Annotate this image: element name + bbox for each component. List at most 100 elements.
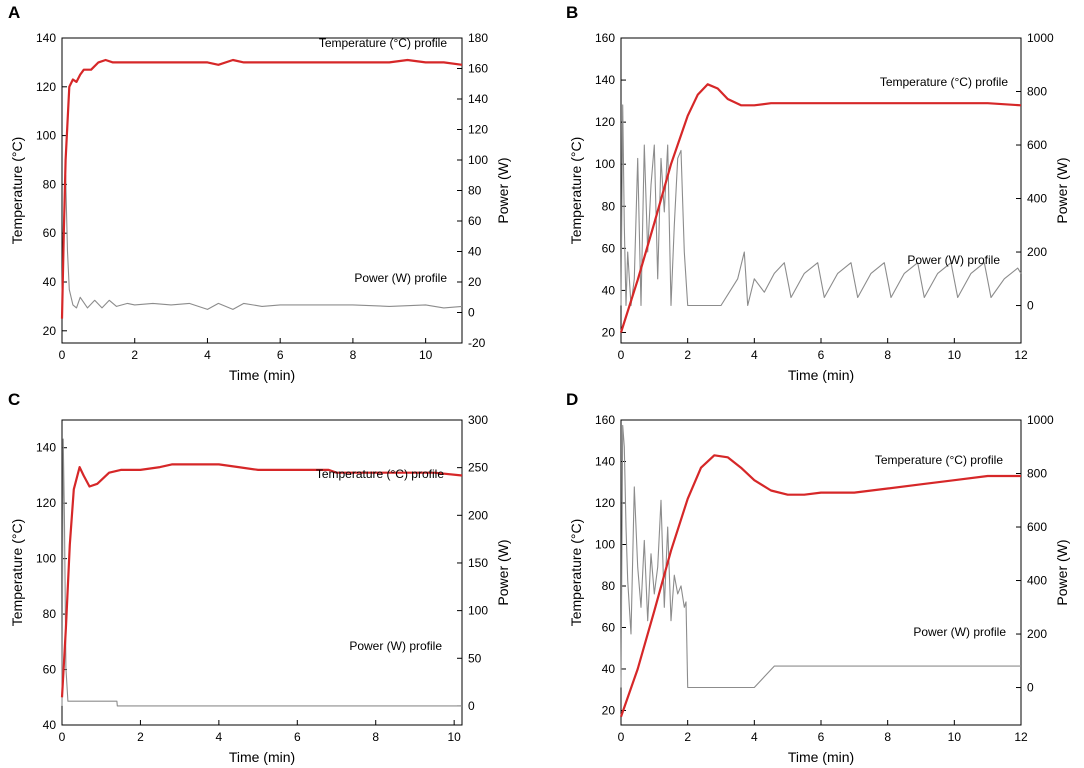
y-right-tick-label: 50: [468, 651, 482, 665]
y-right-tick-label: 0: [1027, 299, 1034, 313]
y-right-tick-label: 400: [1027, 192, 1047, 206]
y-right-tick-label: 300: [468, 413, 488, 427]
x-tick-label: 10: [419, 348, 433, 362]
y-right-tick-label: -20: [468, 336, 486, 350]
panel-label: B: [566, 3, 578, 22]
x-tick-label: 0: [618, 730, 625, 744]
y-left-tick-label: 40: [602, 662, 616, 676]
panel-c: C 0 2 4 6 8 10 40 60 80 100 120 140 0 50 100 150 200 250 30…: [8, 390, 511, 765]
y-right-tick-label: 160: [468, 62, 488, 76]
power-profile-label: Power (W) profile: [354, 271, 447, 285]
temperature-series-line: [60, 58, 463, 319]
x-tick-label: 8: [372, 730, 379, 744]
panel-a: A0 2 4 6 8 1020406080100120140-20020406080100…: [8, 3, 511, 383]
y-right-tick-label: 200: [1027, 245, 1047, 259]
y-right-tick-label: 250: [468, 461, 488, 475]
x-tick-label: 4: [751, 730, 758, 744]
y-left-tick-label: 120: [36, 80, 56, 94]
y-left-tick-label: 120: [595, 115, 615, 129]
y-left-tick-label: 160: [595, 31, 615, 45]
x-tick-label: 4: [216, 730, 223, 744]
power-series-line: [620, 104, 1022, 307]
x-axis-title: Time (min): [229, 749, 295, 765]
y-left-tick-label: 100: [595, 157, 615, 171]
y-right-tick-label: 80: [468, 184, 482, 198]
y-right-tick-label: 0: [1027, 681, 1034, 695]
x-tick-label: 0: [59, 348, 66, 362]
x-tick-label: 10: [948, 348, 962, 362]
x-tick-label: 6: [277, 348, 284, 362]
x-tick-label: 2: [137, 730, 144, 744]
power-profile-label: Power (W) profile: [907, 253, 1000, 267]
y-right-tick-label: 100: [468, 153, 488, 167]
y-right-tick-label: 140: [468, 92, 488, 106]
y-right-axis-title: Power (W): [1054, 157, 1070, 223]
y-left-tick-label: 40: [43, 275, 57, 289]
power-profile-label: Power (W) profile: [349, 639, 442, 653]
y-left-tick-label: 80: [43, 607, 57, 621]
y-left-tick-label: 100: [36, 552, 56, 566]
x-tick-label: 6: [818, 348, 825, 362]
x-tick-label: 8: [884, 348, 891, 362]
y-left-tick-label: 60: [43, 226, 57, 240]
panel-d: D 0 2 4 6 8 10 12 20 40 60 80 100 120 140 160 0 200 400 600…: [566, 390, 1070, 765]
power-series-line: [61, 174, 463, 313]
x-tick-label: 12: [1014, 730, 1028, 744]
y-left-axis-title: Temperature (°C): [9, 519, 25, 627]
y-right-tick-label: 800: [1027, 467, 1047, 481]
y-left-tick-label: 140: [36, 441, 56, 455]
x-axis-title: Time (min): [788, 367, 854, 383]
y-left-tick-label: 140: [595, 73, 615, 87]
y-left-axis-title: Temperature (°C): [9, 137, 25, 245]
y-right-tick-label: 200: [468, 508, 488, 522]
y-right-tick-label: 100: [468, 604, 488, 618]
x-axis-title: Time (min): [229, 367, 295, 383]
y-left-tick-label: 20: [43, 324, 57, 338]
y-left-tick-label: 100: [36, 129, 56, 143]
y-left-tick-label: 120: [595, 496, 615, 510]
y-right-tick-label: 150: [468, 556, 488, 570]
x-tick-label: 12: [1014, 348, 1028, 362]
y-left-tick-label: 40: [602, 283, 616, 297]
x-tick-label: 2: [684, 348, 691, 362]
power-series-line: [61, 438, 462, 707]
temperature-profile-label: Temperature (°C) profile: [319, 36, 448, 50]
y-right-axis-title: Power (W): [1054, 539, 1070, 605]
plot-frame: [61, 37, 463, 344]
x-tick-label: 2: [684, 730, 691, 744]
y-right-axis-title: Power (W): [495, 157, 511, 223]
x-tick-label: 4: [204, 348, 211, 362]
x-tick-label: 8: [350, 348, 357, 362]
y-right-tick-label: 400: [1027, 574, 1047, 588]
y-left-tick-label: 120: [36, 496, 56, 510]
x-tick-label: 8: [884, 730, 891, 744]
y-right-tick-label: 200: [1027, 627, 1047, 641]
panel-label: C: [8, 390, 20, 409]
x-tick-label: 0: [618, 348, 625, 362]
y-left-tick-label: 80: [602, 199, 616, 213]
y-right-tick-label: 40: [468, 245, 482, 259]
y-left-tick-label: 60: [43, 663, 57, 677]
y-right-tick-label: 600: [1027, 520, 1047, 534]
panel-label: A: [8, 3, 20, 22]
y-right-tick-label: 0: [468, 306, 475, 320]
power-profile-label: Power (W) profile: [913, 625, 1006, 639]
y-right-tick-label: 600: [1027, 138, 1047, 152]
y-right-axis-title: Power (W): [495, 539, 511, 605]
y-left-axis-title: Temperature (°C): [568, 519, 584, 627]
y-right-tick-label: 60: [468, 214, 482, 228]
x-tick-label: 10: [948, 730, 962, 744]
power-series-line: [620, 424, 1021, 689]
temperature-profile-label: Temperature (°C) profile: [316, 467, 445, 481]
y-right-tick-label: 1000: [1027, 31, 1054, 45]
y-left-tick-label: 160: [595, 413, 615, 427]
x-tick-label: 4: [751, 348, 758, 362]
y-right-tick-label: 1000: [1027, 413, 1054, 427]
y-right-tick-label: 120: [468, 123, 488, 137]
panel-b: B 0 2 4 6 8 10 12 20 40 60 80 100 120 140 160 0 200 400 600…: [566, 3, 1070, 383]
temperature-series-line: [60, 463, 463, 698]
x-tick-label: 2: [131, 348, 138, 362]
x-tick-label: 10: [447, 730, 461, 744]
y-left-tick-label: 80: [602, 579, 616, 593]
